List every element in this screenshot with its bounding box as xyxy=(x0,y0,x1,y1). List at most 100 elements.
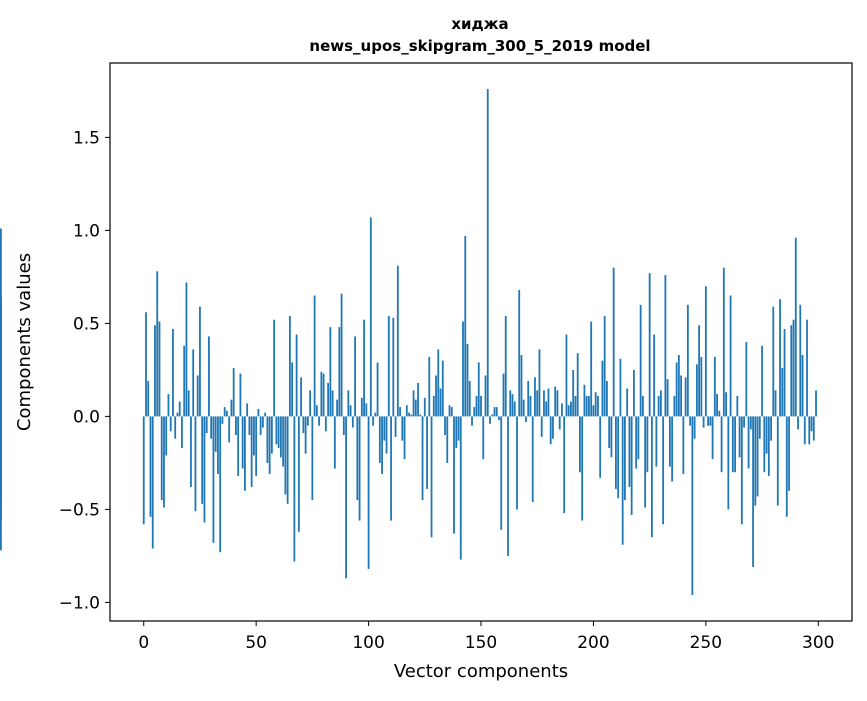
bar xyxy=(354,336,356,417)
bar xyxy=(603,315,606,417)
bar xyxy=(235,416,237,435)
bar xyxy=(677,355,680,417)
bar xyxy=(284,416,287,495)
bar xyxy=(549,416,552,445)
bar xyxy=(522,399,525,417)
bar xyxy=(797,416,799,430)
bar xyxy=(387,315,390,417)
bar xyxy=(181,416,183,449)
bar xyxy=(738,416,741,458)
bar xyxy=(545,401,548,417)
y-axis-ticks: −1.0 −0.5 0.0 0.5 1.0 1.5 xyxy=(59,128,110,613)
x-tick-label: 300 xyxy=(802,633,834,653)
bar xyxy=(619,358,622,417)
bar xyxy=(221,416,224,424)
bar xyxy=(779,299,781,417)
bar xyxy=(684,377,687,417)
bar xyxy=(743,416,745,428)
bar xyxy=(302,416,305,434)
y-tick-label: −1.0 xyxy=(59,593,100,613)
bar xyxy=(176,412,179,417)
bar xyxy=(810,416,813,432)
bar xyxy=(520,355,523,417)
bar xyxy=(169,416,172,432)
bar xyxy=(262,416,264,428)
bar xyxy=(430,416,433,538)
bar xyxy=(731,416,734,473)
bar xyxy=(147,381,150,417)
bar xyxy=(799,304,802,417)
bar xyxy=(606,381,608,417)
bar xyxy=(347,390,350,417)
bar xyxy=(230,399,233,417)
bar xyxy=(178,401,181,417)
bar xyxy=(223,407,226,417)
bar xyxy=(644,416,647,508)
bar xyxy=(570,401,572,417)
bar xyxy=(232,368,235,417)
bar xyxy=(556,390,559,417)
bar xyxy=(815,390,817,417)
bar xyxy=(360,397,363,417)
x-tick-label: 100 xyxy=(352,633,384,653)
bar xyxy=(266,416,269,463)
bar xyxy=(345,416,347,579)
bar xyxy=(441,360,444,417)
bar xyxy=(704,286,707,417)
bar xyxy=(304,416,307,454)
bar xyxy=(342,416,345,435)
bar xyxy=(711,416,714,460)
plot-frame xyxy=(109,62,853,622)
bar xyxy=(414,399,417,417)
bar xyxy=(450,407,453,417)
bar xyxy=(752,416,754,568)
bar xyxy=(239,373,242,417)
bar xyxy=(540,416,543,437)
bar xyxy=(776,416,779,506)
bar xyxy=(729,295,732,417)
y-tick-label: 0.0 xyxy=(73,407,100,427)
bar xyxy=(740,416,743,525)
bar xyxy=(151,416,154,549)
bar xyxy=(253,416,255,456)
bar xyxy=(725,392,727,417)
bar xyxy=(761,345,763,417)
bar xyxy=(624,416,626,501)
bar xyxy=(754,416,757,506)
bar xyxy=(628,416,631,488)
bar xyxy=(662,416,665,525)
bar xyxy=(390,416,392,521)
bar xyxy=(154,325,156,417)
bar xyxy=(426,416,428,489)
bar xyxy=(527,381,530,417)
bar xyxy=(185,282,188,417)
bar xyxy=(408,412,410,417)
bar xyxy=(801,355,804,417)
bar xyxy=(246,403,249,417)
bar xyxy=(588,395,590,417)
bar xyxy=(700,356,703,417)
chart-title-line-2: news_upos_skipgram_300_5_2019 model xyxy=(309,37,650,55)
bar xyxy=(489,416,491,424)
bar xyxy=(365,403,368,417)
bar xyxy=(199,306,201,417)
bar xyxy=(538,349,541,417)
bar xyxy=(576,353,579,417)
bar xyxy=(480,395,482,417)
bar xyxy=(502,373,505,417)
bar xyxy=(0,397,2,417)
bar xyxy=(300,377,303,417)
bar xyxy=(311,416,314,501)
bar-series xyxy=(0,89,817,595)
y-tick-label: 1.5 xyxy=(73,128,100,148)
bar xyxy=(250,416,253,488)
bar xyxy=(279,416,282,458)
bar xyxy=(758,416,761,439)
bar xyxy=(293,416,296,562)
bar xyxy=(158,321,161,417)
bar xyxy=(385,416,388,454)
bar xyxy=(693,416,696,439)
bar xyxy=(511,394,514,417)
bar xyxy=(608,416,611,449)
bar xyxy=(471,416,473,426)
